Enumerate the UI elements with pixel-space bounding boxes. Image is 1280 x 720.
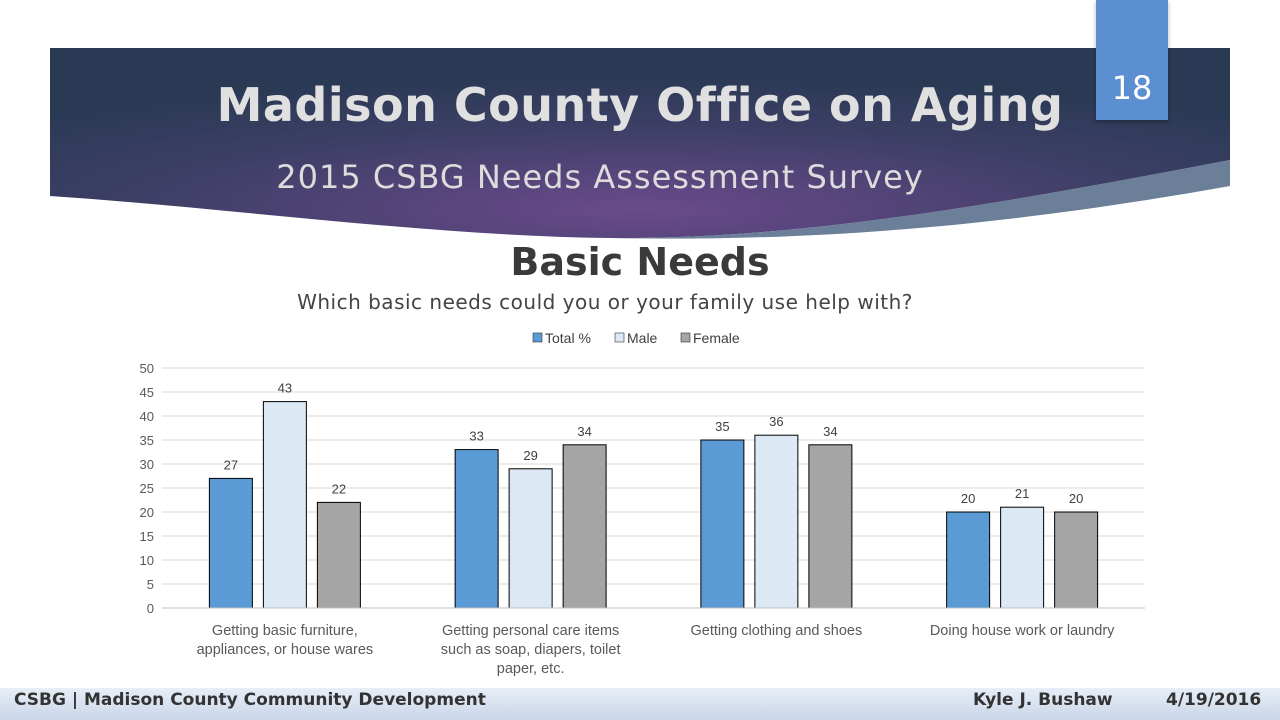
bar (754, 434, 799, 609)
legend-swatch (680, 332, 691, 343)
bar-chart: 0 5 10 15 20 25 30 35 40 45 50 Total % Male Female 27 4… (140, 330, 1145, 677)
title-banner (50, 48, 1230, 239)
category-label: Getting personal care items (442, 623, 619, 639)
slide-subtitle: 2015 CSBG Needs Assessment Survey (276, 158, 924, 196)
y-tick-label: 30 (140, 457, 154, 472)
legend-label: Total % (545, 330, 591, 346)
data-label: 34 (577, 424, 591, 439)
y-tick-label: 25 (140, 481, 154, 496)
bar (1000, 506, 1045, 609)
chart-question: Which basic needs could you or your fami… (297, 290, 913, 314)
bar (808, 444, 853, 609)
data-label: 36 (769, 414, 783, 429)
y-tick-label: 15 (140, 529, 154, 544)
category-label: appliances, or house wares (197, 642, 374, 658)
data-label: 33 (469, 429, 483, 444)
data-label: 22 (332, 481, 346, 496)
category-label: such as soap, diapers, toilet (441, 642, 621, 658)
bar (316, 501, 361, 609)
bar (700, 439, 745, 609)
bar (208, 477, 253, 609)
chart-heading: Basic Needs (510, 240, 770, 284)
y-tick-label: 10 (140, 553, 154, 568)
data-label: 35 (715, 419, 729, 434)
legend-label: Male (627, 330, 658, 346)
category-label: Getting clothing and shoes (691, 623, 863, 639)
footer-author: Kyle J. Bushaw (973, 690, 1113, 710)
category-label: Getting basic furniture, (212, 623, 358, 639)
category-label: Doing house work or laundry (930, 623, 1115, 639)
data-label: 27 (224, 457, 238, 472)
bar (946, 511, 991, 609)
bar (262, 401, 307, 609)
y-tick-label: 20 (140, 505, 154, 520)
bar (1054, 511, 1099, 609)
y-tick-label: 0 (147, 601, 154, 616)
data-label: 20 (961, 491, 975, 506)
footer-date: 4/19/2016 (1166, 690, 1262, 710)
y-tick-label: 40 (140, 409, 154, 424)
footer-organization: CSBG | Madison County Community Developm… (14, 690, 486, 710)
y-tick-label: 35 (140, 433, 154, 448)
data-label: 34 (823, 424, 837, 439)
data-label: 43 (278, 381, 292, 396)
page-number: 18 (1096, 0, 1168, 120)
footer-bar (0, 688, 1280, 720)
bar (562, 444, 607, 609)
data-label: 29 (523, 448, 537, 463)
y-tick-label: 45 (140, 385, 154, 400)
category-label: paper, etc. (497, 661, 565, 677)
legend-swatch (532, 332, 543, 343)
bar (454, 449, 499, 609)
y-tick-label: 50 (140, 361, 154, 376)
bar (508, 468, 553, 609)
y-tick-label: 5 (147, 577, 154, 592)
legend-swatch (614, 332, 625, 343)
data-label: 20 (1069, 491, 1083, 506)
legend-label: Female (693, 330, 740, 346)
slide-title: Madison County Office on Aging (216, 78, 1064, 132)
data-label: 21 (1015, 486, 1029, 501)
